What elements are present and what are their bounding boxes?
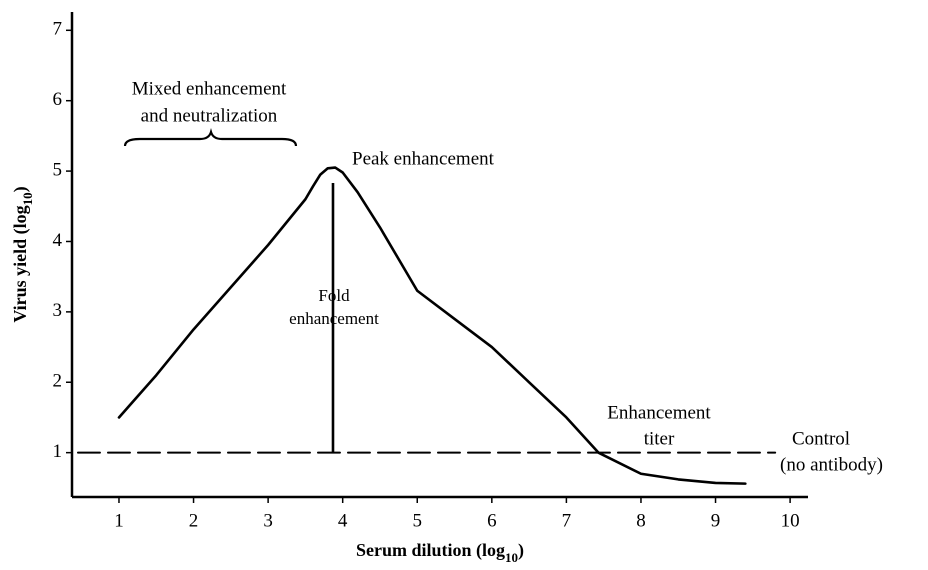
- bracket: [123, 128, 298, 147]
- y-tick-label: 6: [53, 89, 63, 110]
- axis-label-part: Virus yield (log: [10, 205, 31, 322]
- y-tick-label: 1: [53, 441, 63, 462]
- x-tick-label: 1: [114, 510, 124, 531]
- curve: [117, 166, 747, 485]
- axis-label-part: ): [518, 540, 524, 561]
- x-tick-label: 7: [562, 510, 572, 531]
- annotation: Enhancement: [607, 402, 711, 423]
- annotation: Mixed enhancement: [132, 78, 287, 99]
- x-tick-label: 6: [487, 510, 497, 531]
- annotation: and neutralization: [141, 105, 278, 126]
- y-tick-label: 3: [53, 300, 63, 321]
- annotation: titer: [644, 428, 675, 449]
- annotation: Peak enhancement: [352, 148, 495, 169]
- x-tick-label: 2: [189, 510, 199, 531]
- y-tick-label: 4: [53, 230, 63, 251]
- x-tick-label: 9: [711, 510, 721, 531]
- annotation: Control: [792, 428, 850, 449]
- axis-label: Virus yield (log10): [10, 186, 35, 322]
- annotation: (no antibody): [780, 454, 883, 475]
- axis-label-part: 10: [20, 192, 35, 205]
- axis-label: Serum dilution (log10): [356, 540, 524, 565]
- x-tick-label: 5: [413, 510, 423, 531]
- x-tick-label: 4: [338, 510, 348, 531]
- x-tick-label: 10: [781, 510, 800, 531]
- x-tick-label: 3: [263, 510, 273, 531]
- y-tick-label: 7: [53, 19, 63, 40]
- x-tick-label: 8: [636, 510, 646, 531]
- y-tick-label: 5: [53, 159, 63, 180]
- axis-label-part: ): [10, 186, 31, 192]
- axis-label-part: 10: [505, 550, 518, 565]
- y-tick-label: 2: [53, 371, 63, 392]
- axis-label-part: Serum dilution (log: [356, 540, 505, 561]
